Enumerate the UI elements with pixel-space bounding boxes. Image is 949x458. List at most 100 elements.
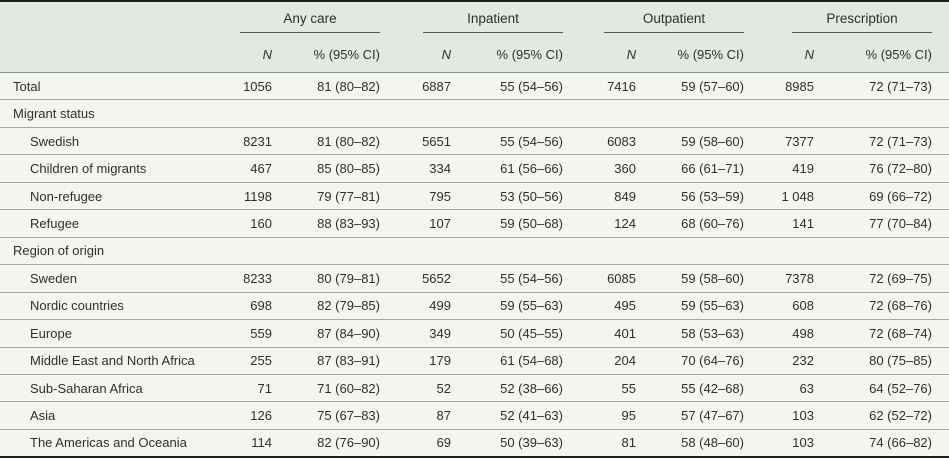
ci-value: 58 (53–63) (681, 325, 744, 341)
group-label: Any care (240, 11, 380, 33)
table-row: Non-refugee 1198 79 (77–81) 795 53 (50–5… (0, 182, 949, 209)
n-value: 232 (792, 353, 814, 369)
ci-value: 58 (48–60) (681, 435, 744, 451)
table-row: Middle East and North Africa 255 87 (83–… (0, 347, 949, 374)
table-header: Any care Inpatient Outpatient Prescripti… (0, 1, 949, 73)
ci-value: 71 (60–82) (317, 380, 380, 396)
n-value: 499 (429, 298, 451, 314)
table-row: Asia 126 75 (67–83) 87 52 (41–63) 95 57 … (0, 401, 949, 429)
n-value: 103 (792, 435, 814, 451)
ci-value: 85 (80–85) (317, 161, 380, 177)
sub-header-row: N % (95% CI) N % (95% CI) N % (95% CI) N… (0, 36, 949, 73)
ci-value: 87 (84–90) (317, 325, 380, 341)
ci-value: 80 (75–85) (869, 353, 932, 369)
group-label: Prescription (792, 11, 932, 33)
n-value: 7416 (607, 78, 636, 94)
ci-value: 64 (52–76) (869, 380, 932, 396)
ci-value: 69 (66–72) (869, 188, 932, 204)
ci-value: 59 (58–60) (681, 270, 744, 286)
n-value: 55 (621, 380, 636, 396)
ci-value: 55 (42–68) (681, 380, 744, 396)
ci-value: 72 (69–75) (869, 270, 932, 286)
n-value: 349 (429, 325, 451, 341)
row-label: Sub-Saharan Africa (30, 380, 143, 396)
ci-value: 80 (79–81) (317, 270, 380, 286)
n-column-header: N (380, 36, 451, 73)
ci-column-header: % (95% CI) (272, 36, 380, 73)
n-value: 114 (251, 435, 272, 451)
n-column-header: N (563, 36, 636, 73)
table-row: Refugee 160 88 (83–93) 107 59 (50–68) 12… (0, 209, 949, 237)
n-value: 1056 (243, 78, 272, 94)
ci-value: 68 (60–76) (681, 215, 744, 231)
ci-value: 75 (67–83) (317, 408, 380, 424)
row-label: Sweden (30, 270, 77, 286)
n-value: 6887 (422, 78, 451, 94)
ci-value: 66 (61–71) (681, 161, 744, 177)
ci-value: 74 (66–82) (869, 435, 932, 451)
n-value: 795 (429, 188, 451, 204)
n-column-header: N (230, 36, 272, 73)
table-row: Sweden 8233 80 (79–81) 5652 55 (54–56) 6… (0, 264, 949, 292)
ci-value: 79 (77–81) (317, 188, 380, 204)
n-value: 495 (614, 298, 636, 314)
n-value: 124 (614, 215, 636, 231)
ci-value: 72 (71–73) (869, 133, 932, 149)
ci-value: 59 (58–60) (681, 133, 744, 149)
table-row: Children of migrants 467 85 (80–85) 334 … (0, 154, 949, 182)
corner-cell (0, 36, 230, 73)
n-value: 87 (436, 408, 451, 424)
n-value: 401 (614, 325, 636, 341)
n-value: 6083 (607, 133, 636, 149)
table-row: Sub-Saharan Africa 71 71 (60–82) 52 52 (… (0, 374, 949, 401)
ci-value: 72 (68–74) (869, 325, 932, 341)
ci-value: 50 (45–55) (500, 325, 563, 341)
group-header-any-care: Any care (230, 1, 380, 36)
row-label: Europe (30, 325, 72, 341)
ci-value: 53 (50–56) (500, 188, 563, 204)
row-label: Swedish (30, 133, 80, 149)
ci-value: 59 (50–68) (500, 215, 563, 231)
n-value: 5652 (422, 270, 451, 286)
n-value: 141 (792, 215, 814, 231)
n-value: 7377 (785, 133, 814, 149)
n-value: 8985 (785, 78, 814, 94)
n-value: 255 (250, 353, 272, 369)
n-value: 6085 (607, 270, 636, 286)
ci-value: 81 (80–82) (317, 133, 380, 149)
row-label: Non-refugee (30, 188, 103, 204)
ci-value: 55 (54–56) (500, 78, 563, 94)
ci-value: 87 (83–91) (317, 353, 380, 369)
column-group-row: Any care Inpatient Outpatient Prescripti… (0, 1, 949, 36)
n-value: 7378 (785, 270, 814, 286)
table-row: Nordic countries 698 82 (79–85) 499 59 (… (0, 292, 949, 319)
ci-value: 72 (71–73) (869, 78, 932, 94)
n-value: 849 (614, 188, 636, 204)
table-row: Swedish 8231 81 (80–82) 5651 55 (54–56) … (0, 127, 949, 154)
ci-value: 50 (39–63) (500, 435, 563, 451)
ci-value: 76 (72–80) (869, 161, 932, 177)
ci-value: 62 (52–72) (869, 408, 932, 424)
row-label: Middle East and North Africa (30, 353, 195, 369)
corner-cell (0, 1, 230, 36)
table-row: Total 1056 81 (80–82) 6887 55 (54–56) 74… (0, 73, 949, 100)
ci-value: 61 (54–68) (500, 353, 563, 369)
group-header-inpatient: Inpatient (380, 1, 563, 36)
row-label: Asia (30, 408, 56, 424)
ci-value: 61 (56–66) (500, 161, 563, 177)
group-header-outpatient: Outpatient (563, 1, 744, 36)
n-value: 8233 (243, 270, 272, 286)
ci-value: 72 (68–76) (869, 298, 932, 314)
ci-value: 55 (54–56) (500, 270, 563, 286)
n-value: 52 (436, 380, 451, 396)
n-value: 608 (792, 298, 814, 314)
n-value: 5651 (422, 133, 451, 149)
ci-value: 52 (41–63) (500, 408, 563, 424)
row-label: Refugee (30, 215, 80, 231)
n-value: 698 (250, 298, 272, 314)
n-value: 498 (792, 325, 814, 341)
n-value: 63 (799, 380, 814, 396)
row-label: Nordic countries (30, 298, 124, 314)
n-value: 160 (250, 215, 272, 231)
